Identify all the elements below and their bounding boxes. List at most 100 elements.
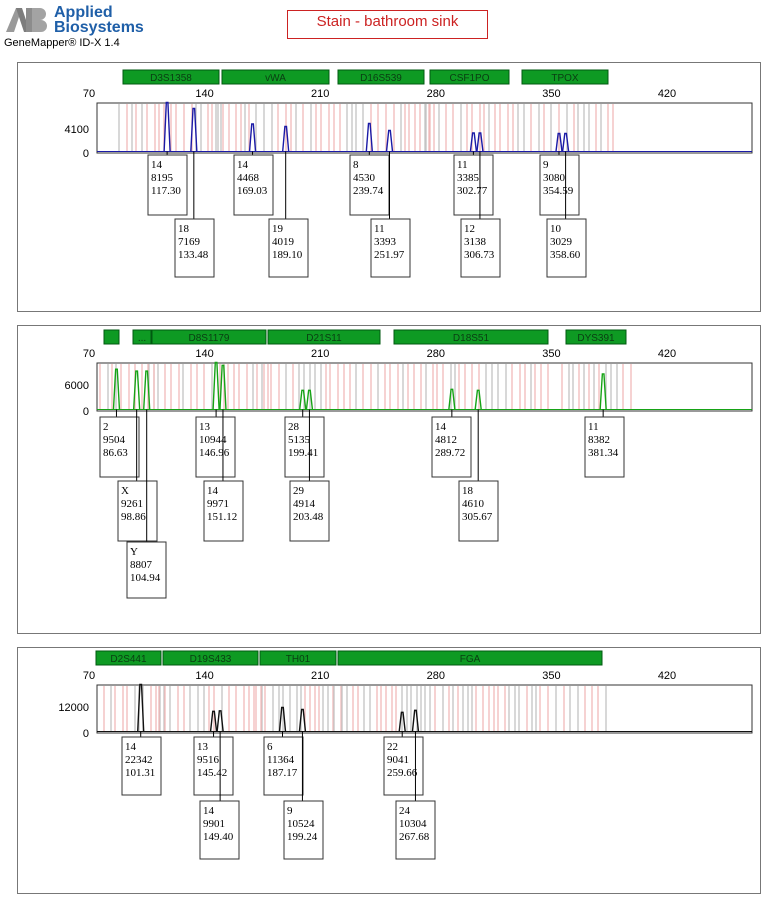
y-scale-label: 4100 <box>65 124 89 136</box>
peak-height-label: 4812 <box>435 434 457 446</box>
marker-label: D18S51 <box>453 333 490 344</box>
axis-tick-label: 420 <box>658 88 676 100</box>
allele-callout-box <box>263 736 304 796</box>
allele-label: 11 <box>588 421 599 433</box>
peak <box>281 125 290 152</box>
peak <box>476 132 484 152</box>
brand-line-1: Applied <box>54 4 113 21</box>
peak <box>219 364 227 410</box>
allele-label: 13 <box>197 741 209 753</box>
allele-callout-box <box>284 416 325 478</box>
peak-height-label: 3080 <box>543 172 566 184</box>
allele-label: 18 <box>178 223 190 235</box>
allele-label: 14 <box>207 485 219 497</box>
marker-label: TH01 <box>286 654 311 665</box>
axis-tick-label: 420 <box>658 348 676 360</box>
peak-size-label: 305.67 <box>462 511 493 523</box>
allele-callout-box <box>546 218 587 278</box>
peak <box>143 370 151 410</box>
plot-frame <box>96 362 753 412</box>
peak <box>561 132 570 152</box>
allele-label: 9 <box>543 159 549 171</box>
peak-size-label: 306.73 <box>464 249 495 261</box>
axis-tick-label: 210 <box>311 670 329 682</box>
marker-rect <box>259 650 337 666</box>
peak-size-label: 149.40 <box>203 831 234 843</box>
axis-tick-label: 140 <box>195 88 213 100</box>
axis-tick-label: 140 <box>195 670 213 682</box>
allele-label: 29 <box>293 485 305 497</box>
y-scale-label: 12000 <box>58 702 89 714</box>
marker-label: D19S433 <box>190 654 232 665</box>
allele-callout-box <box>126 541 167 599</box>
peak <box>298 708 307 732</box>
peak-height-label: 3385 <box>457 172 480 184</box>
marker-label: D21S11 <box>306 333 342 344</box>
axis-tick-label: 280 <box>427 670 445 682</box>
peak-height-label: 3138 <box>464 236 487 248</box>
marker-rect <box>95 650 162 666</box>
peak-height-label: 10944 <box>199 434 227 446</box>
peak-size-label: 101.31 <box>125 767 155 779</box>
peak-height-label: 9901 <box>203 818 225 830</box>
peak-height-label: 9971 <box>207 498 229 510</box>
allele-callout-box <box>233 154 274 216</box>
peak <box>448 388 456 410</box>
marker-label: TPOX <box>551 73 579 84</box>
allele-callout-box <box>460 218 501 278</box>
marker-rect <box>393 329 549 345</box>
allele-callout-box <box>99 416 140 478</box>
allele-label: 14 <box>237 159 249 171</box>
marker-bar: vWA <box>221 69 330 85</box>
marker-rect <box>565 329 627 345</box>
marker-rect <box>151 329 267 345</box>
peak <box>474 389 482 410</box>
plot-frame <box>96 102 753 154</box>
peak-size-label: 358.60 <box>550 249 581 261</box>
peak-height-label: 4530 <box>353 172 376 184</box>
allele-label: 9 <box>287 805 293 817</box>
peak-height-label: 4468 <box>237 172 260 184</box>
peak-height-label: 10304 <box>399 818 427 830</box>
peak <box>112 368 121 410</box>
marker-bar: DYS391 <box>565 329 627 345</box>
peak-height-label: 3393 <box>374 236 397 248</box>
marker-rect <box>267 329 381 345</box>
peak-height-label: 9041 <box>387 754 409 766</box>
peak-size-label: 169.03 <box>237 185 268 197</box>
allele-callout-box <box>195 416 236 478</box>
peak-size-label: 199.41 <box>288 447 318 459</box>
marker-rect <box>122 69 220 85</box>
allele-label: 6 <box>267 741 273 753</box>
peak-height-label: 3029 <box>550 236 573 248</box>
peak-height-label: 4914 <box>293 498 316 510</box>
peak-size-label: 98.86 <box>121 511 146 523</box>
peak-size-label: 354.59 <box>543 185 574 197</box>
plot-frame <box>96 684 753 734</box>
axis-tick-label: 70 <box>83 88 95 100</box>
marker-bar: CSF1PO <box>429 69 510 85</box>
allele-callout-box <box>199 800 240 860</box>
y-zero-label: 0 <box>83 406 89 418</box>
peak-size-label: 151.12 <box>207 511 237 523</box>
peak-size-label: 187.17 <box>267 767 298 779</box>
peak <box>411 709 420 732</box>
allele-callout-box <box>584 416 625 478</box>
peak <box>555 132 563 152</box>
peak <box>305 389 314 410</box>
peak-size-label: 381.34 <box>588 447 619 459</box>
axis-tick-label: 350 <box>542 88 560 100</box>
peak <box>212 361 220 410</box>
peak <box>248 123 257 152</box>
allele-callout-box <box>203 480 244 542</box>
